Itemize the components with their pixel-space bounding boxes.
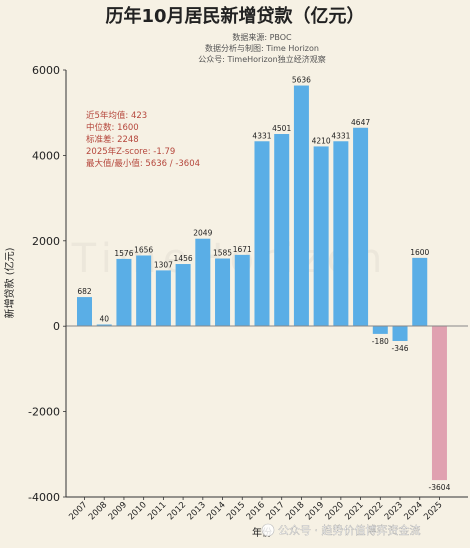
data-label-2020: 4331: [331, 131, 350, 140]
y-axis-label: 新增贷款 (亿元): [3, 247, 16, 318]
x-tick-label-2010: 2010: [126, 500, 148, 522]
bar-2012: [175, 264, 191, 327]
y-tick-label: 6000: [32, 64, 60, 77]
x-tick-label-2012: 2012: [166, 500, 188, 522]
stats-box: 近5年均值: 423 中位数: 1600 标准差: 2248 2025年Z-sc…: [86, 110, 200, 169]
chart-title: 历年10月居民新增贷款（亿元）: [105, 5, 364, 27]
y-tick-label: -2000: [28, 406, 60, 419]
x-tick-label-2014: 2014: [205, 500, 227, 522]
x-tick-label-2018: 2018: [284, 500, 306, 522]
bar-2024: [412, 257, 428, 327]
y-ticks-group: -4000 -2000 0 2000 4000 6000: [28, 64, 66, 504]
bar-2016: [254, 141, 270, 327]
data-label-2023: -346: [392, 344, 409, 353]
bar-2015: [234, 254, 250, 327]
chart-subtitle-account: 公众号: TimeHorizon独立经济观察: [198, 54, 325, 64]
data-label-2024: 1600: [410, 248, 429, 257]
bar-2007: [77, 297, 92, 327]
y-tick-label: 4000: [32, 149, 60, 162]
data-label-2012: 1456: [174, 254, 193, 263]
x-tick-label-2024: 2024: [402, 500, 424, 522]
x-tick-label-2016: 2016: [245, 500, 267, 522]
stats-line-maxmin: 最大值/最小值: 5636 / -3604: [86, 158, 200, 169]
data-label-2018: 5636: [292, 76, 311, 85]
bar-2017: [274, 134, 290, 327]
x-tick-label-2011: 2011: [146, 500, 168, 522]
chart-subtitle-source: 数据来源: PBOC: [232, 32, 292, 42]
footer-watermark: 公众号 · 趋势价值博弈资金流: [261, 523, 421, 537]
data-label-2014: 1585: [213, 249, 232, 258]
x-tick-label-2007: 2007: [67, 500, 89, 522]
y-tick-label: -4000: [28, 491, 60, 504]
data-label-2007: 682: [77, 287, 92, 296]
bar-2021: [353, 127, 369, 327]
chart-subtitle-author: 数据分析与制图: Time Horizon: [205, 43, 319, 53]
y-tick-label: 2000: [32, 235, 60, 248]
data-label-2013: 2049: [193, 229, 212, 238]
bar-2022: [372, 326, 388, 334]
data-label-2017: 4501: [272, 124, 291, 133]
bar-2010: [136, 255, 152, 327]
bar-2008: [96, 324, 112, 327]
x-tick-label-2022: 2022: [363, 500, 385, 522]
x-tick-label-2020: 2020: [324, 500, 346, 522]
data-label-2021: 4647: [351, 118, 370, 127]
x-tick-label-2023: 2023: [383, 500, 405, 522]
data-label-2010: 1656: [134, 245, 153, 254]
stats-line-median: 中位数: 1600: [86, 122, 139, 133]
bar-2013: [195, 238, 211, 327]
data-label-2015: 1671: [233, 245, 252, 254]
bar-2023: [392, 326, 408, 341]
bar-2009: [116, 258, 132, 327]
data-label-2019: 4210: [312, 136, 331, 145]
data-label-2009: 1576: [114, 249, 133, 258]
bars-group: [77, 85, 447, 481]
data-label-2025: -3604: [429, 483, 451, 492]
wechat-icon: [261, 523, 275, 537]
axes: [65, 70, 468, 498]
x-tick-label-2009: 2009: [107, 500, 129, 522]
x-tick-label-2025: 2025: [422, 500, 444, 522]
stats-line-std: 标准差: 2248: [86, 134, 139, 145]
x-tick-label-2017: 2017: [264, 500, 286, 522]
bar-2014: [215, 258, 231, 327]
data-label-2022: -180: [372, 337, 389, 346]
data-label-2008: 40: [99, 314, 109, 323]
x-tick-label-2021: 2021: [343, 500, 365, 522]
x-tick-label-2019: 2019: [304, 500, 326, 522]
stats-line-zscore: 2025年Z-score: -1.79: [86, 146, 175, 157]
x-tick-label-2008: 2008: [87, 500, 109, 522]
data-label-2016: 4331: [252, 131, 271, 140]
stats-line-mean: 近5年均值: 423: [86, 110, 147, 121]
bar-2018: [293, 85, 309, 327]
bar-2025: [431, 326, 447, 481]
data-label-2011: 1307: [154, 260, 173, 269]
x-ticks-group: 2007200820092010201120122013201420152016…: [67, 497, 445, 522]
footer-watermark-text: 公众号 · 趋势价值博弈资金流: [278, 523, 421, 537]
bar-2019: [313, 146, 329, 327]
y-tick-label: 0: [53, 320, 60, 333]
x-tick-label-2015: 2015: [225, 500, 247, 522]
bar-2020: [333, 141, 349, 327]
x-tick-label-2013: 2013: [186, 500, 208, 522]
bar-2011: [155, 270, 171, 327]
